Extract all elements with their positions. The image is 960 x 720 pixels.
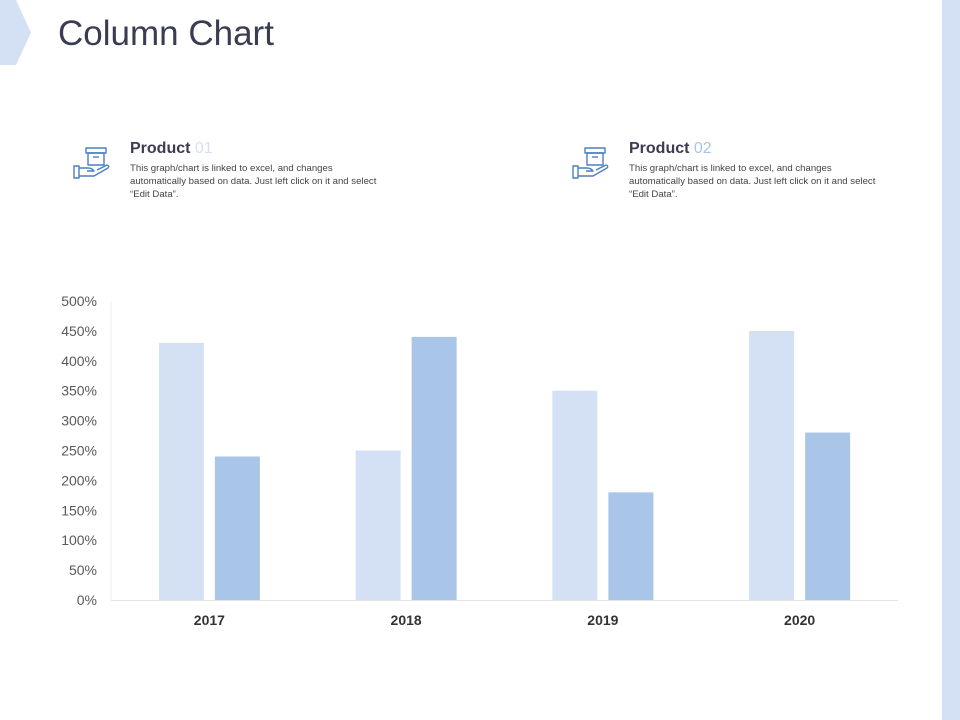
legend-title: Product 02 [629, 140, 884, 158]
y-tick-label: 150% [61, 502, 97, 518]
x-tick-label: 2018 [391, 612, 422, 628]
y-tick-label: 300% [61, 413, 97, 429]
y-tick-label: 0% [77, 592, 97, 608]
page-title: Column Chart [58, 14, 274, 53]
bar-2017-series-2 [214, 456, 260, 600]
y-tick-label: 250% [61, 443, 97, 459]
y-tick-label: 500% [61, 293, 97, 309]
x-tick-label: 2017 [194, 612, 225, 628]
right-decorative-strip [942, 0, 960, 720]
corner-tab-decoration [0, 0, 31, 65]
x-axis: 2017 2018 2019 2020 [111, 600, 898, 628]
y-tick-label: 200% [61, 472, 97, 488]
x-tick-label: 2019 [587, 612, 618, 628]
hand-holding-box-icon [572, 147, 609, 179]
bar-2020-series-1 [749, 330, 795, 600]
y-tick-label: 400% [61, 353, 97, 369]
legend-label: Product [130, 140, 191, 157]
legend-label: Product [629, 140, 690, 157]
legend-number: 01 [194, 140, 213, 157]
y-tick-label: 50% [69, 562, 97, 578]
bar-2017-series-1 [158, 342, 204, 600]
y-tick-label: 450% [61, 323, 97, 339]
legend-number: 02 [693, 140, 712, 157]
bar-2020-series-2 [805, 432, 851, 600]
y-axis: 0% 50% 100% 150% 200% 250% 300% 350% 400% 450% 500… [61, 293, 112, 608]
hand-holding-box-icon [73, 147, 110, 179]
legend-description: This graph/chart is linked to excel, and… [130, 163, 377, 200]
y-tick-label: 100% [61, 532, 97, 548]
bar-2018-series-1 [355, 450, 401, 600]
legend-title: Product 01 [130, 140, 385, 158]
bar-2018-series-2 [411, 336, 457, 600]
bars [158, 330, 851, 600]
x-tick-label: 2020 [784, 612, 815, 628]
bar-2019-series-2 [608, 492, 654, 600]
bar-2019-series-1 [552, 390, 598, 600]
y-tick-label: 350% [61, 383, 97, 399]
legend-description: This graph/chart is linked to excel, and… [629, 163, 876, 200]
